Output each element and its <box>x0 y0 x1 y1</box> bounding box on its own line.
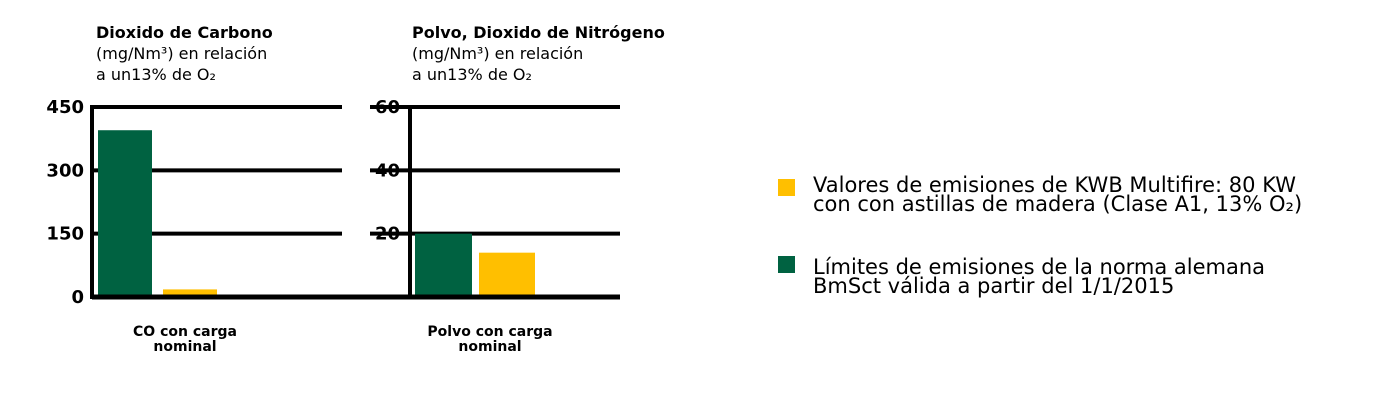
legend-yellow-line2: con con astillas de madera (Clase A1, 13… <box>813 192 1303 216</box>
chart1-y-tick-label: 450 <box>46 97 84 118</box>
chart1-y-tick-label: 0 <box>71 287 84 308</box>
chart1-category-line2: nominal <box>153 339 217 355</box>
chart2-title: Polvo, Dioxido de Nitrógeno (mg/Nm³) en … <box>412 22 665 85</box>
chart1-title: Dioxido de Carbono (mg/Nm³) en relación … <box>96 22 273 85</box>
legend-green-line1: Límites de emisiones de la norma alemana <box>813 255 1266 279</box>
chart1-title-line1: Dioxido de Carbono <box>96 23 273 42</box>
chart1-title-line3: a un13% de O₂ <box>96 65 216 84</box>
chart1-bar-green <box>98 130 152 297</box>
chart2-category-line2: nominal <box>458 339 522 355</box>
chart2-y-tick-label: 40 <box>375 160 400 181</box>
chart2-y-tick-label: 20 <box>375 224 400 245</box>
legend-text-green: Límites de emisiones de la norma alemana… <box>813 255 1266 298</box>
chart1-category-label: CO con carga nominal <box>100 325 270 355</box>
chart2-category-line1: Polvo con carga <box>427 324 553 340</box>
chart2-y-tick-label: 60 <box>375 97 400 118</box>
chart1-y-tick-label: 300 <box>46 160 84 181</box>
chart2-title-line1: Polvo, Dioxido de Nitrógeno <box>412 23 665 42</box>
legend-swatch-green <box>778 256 795 273</box>
chart2-title-line2: (mg/Nm³) en relación <box>412 44 584 63</box>
chart1-title-line2: (mg/Nm³) en relación <box>96 44 268 63</box>
chart2-title-line3: a un13% de O₂ <box>412 65 532 84</box>
legend-swatch-yellow <box>778 179 795 196</box>
legend-green-line2: BmSct válida a partir del 1/1/2015 <box>813 274 1175 298</box>
chart1-category-line1: CO con carga <box>133 324 237 340</box>
chart1-bar-yellow <box>163 289 217 297</box>
chart2-category-label: Polvo con carga nominal <box>400 325 580 355</box>
legend-yellow-line1: Valores de emisiones de KWB Multifire: 8… <box>813 173 1296 197</box>
chart2-bar-yellow <box>479 252 535 297</box>
chart1-y-tick-label: 150 <box>46 224 84 245</box>
legend-text-yellow: Valores de emisiones de KWB Multifire: 8… <box>813 173 1303 216</box>
chart2-bar-green <box>415 233 472 297</box>
